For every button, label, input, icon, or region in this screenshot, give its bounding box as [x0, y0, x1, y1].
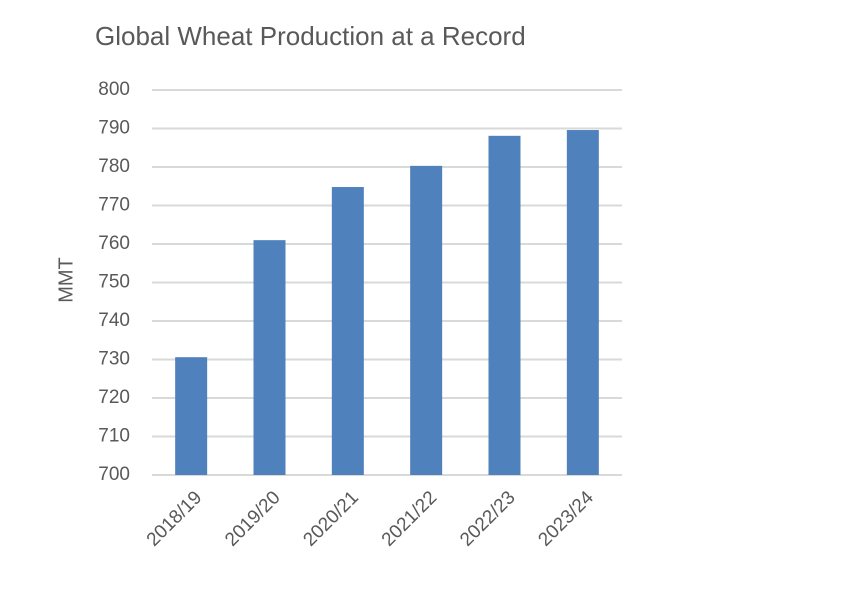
x-tick-label: 2018/19	[143, 487, 206, 550]
y-tick-label: 740	[98, 310, 130, 331]
y-tick-label: 700	[98, 464, 130, 485]
x-tick-label: 2022/23	[456, 487, 519, 550]
y-tick-label: 720	[98, 387, 130, 408]
x-tick-label: 2019/20	[221, 487, 284, 550]
x-tick-label: 2023/24	[534, 487, 598, 551]
bar	[175, 357, 208, 475]
bar	[488, 135, 521, 475]
y-tick-label: 710	[98, 426, 130, 447]
bar	[410, 165, 443, 475]
y-tick-label: 730	[98, 349, 130, 370]
y-tick-label: 800	[98, 79, 130, 100]
bar	[253, 240, 286, 475]
chart-title: Global Wheat Production at a Record	[95, 21, 526, 51]
bar	[566, 130, 599, 476]
x-tick-label: 2020/21	[299, 487, 362, 550]
y-tick-label: 760	[98, 233, 130, 254]
y-tick-label: 780	[98, 156, 130, 177]
y-axis-label: MMT	[55, 257, 77, 303]
y-tick-label: 790	[98, 118, 130, 139]
x-tick-label: 2021/22	[378, 487, 441, 550]
y-tick-label: 750	[98, 272, 130, 293]
y-tick-label: 770	[98, 195, 130, 216]
bar	[331, 187, 364, 475]
